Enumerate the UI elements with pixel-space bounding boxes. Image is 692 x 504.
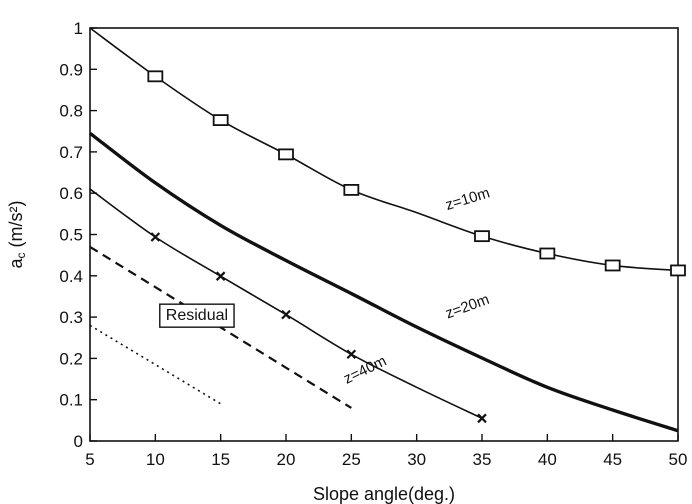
x-tick-label: 15 bbox=[211, 450, 230, 469]
axes-layer: 5 10 15 20 25 30 35 40 45 50 0 0.1 0.2 0.3 0.4 0.5 0.6 0.… bbox=[6, 19, 687, 504]
square-marker bbox=[539, 247, 556, 260]
y-tick-label: 0.3 bbox=[59, 308, 83, 327]
x-tick-label: 40 bbox=[538, 450, 557, 469]
series-line-1 bbox=[88, 131, 679, 433]
x-marker-stroke bbox=[215, 271, 226, 281]
square-marker bbox=[147, 70, 164, 83]
residual-label: Residual bbox=[166, 307, 228, 324]
square-marker bbox=[212, 114, 229, 126]
y-tick-label: 0 bbox=[74, 432, 83, 451]
y-tick-label: 0.7 bbox=[59, 143, 83, 162]
square-marker bbox=[474, 230, 490, 243]
x-marker bbox=[346, 349, 357, 360]
x-tick-label: 50 bbox=[669, 450, 688, 469]
square-marker bbox=[343, 183, 360, 196]
x-tick-label: 25 bbox=[342, 450, 361, 469]
x-axis-label: Slope angle(deg.) bbox=[313, 484, 455, 504]
y-tick-label: 0.9 bbox=[59, 60, 83, 79]
x-tick-label: 5 bbox=[85, 450, 94, 469]
x-marker bbox=[477, 413, 487, 424]
series-line-0 bbox=[89, 27, 679, 272]
curve-label: z=20m bbox=[443, 291, 492, 323]
square-marker bbox=[604, 259, 621, 272]
y-tick-label: 0.5 bbox=[59, 226, 83, 245]
x-tick-label: 30 bbox=[407, 450, 426, 469]
y-tick-label: 0.8 bbox=[59, 102, 83, 121]
x-marker-stroke bbox=[281, 309, 291, 320]
y-tick-label: 0.2 bbox=[59, 349, 83, 368]
x-marker bbox=[215, 271, 226, 281]
x-marker bbox=[281, 309, 291, 320]
series-line-4 bbox=[89, 324, 222, 405]
x-marker-stroke bbox=[477, 413, 487, 424]
residual-box bbox=[159, 303, 235, 328]
y-tick-label: 0.4 bbox=[59, 267, 83, 286]
y-axis-label: ac (m/s²) bbox=[6, 201, 28, 269]
curve-label: z=10m bbox=[443, 184, 491, 214]
x-marker bbox=[150, 232, 161, 242]
y-tick-label: 1 bbox=[74, 19, 83, 38]
x-tick-label: 10 bbox=[146, 450, 165, 469]
marker-layer bbox=[147, 70, 686, 424]
x-marker-stroke bbox=[346, 349, 357, 360]
square-marker bbox=[278, 148, 294, 161]
residual-label-box: Residual bbox=[159, 303, 235, 328]
y-tick-label: 0.1 bbox=[59, 391, 83, 410]
x-marker-stroke bbox=[150, 232, 161, 242]
square-marker bbox=[670, 264, 686, 277]
x-tick-label: 45 bbox=[603, 450, 622, 469]
x-tick-label: 35 bbox=[473, 450, 492, 469]
x-tick-label: 20 bbox=[277, 450, 296, 469]
series-layer bbox=[88, 27, 679, 433]
y-tick-label: 0.6 bbox=[59, 184, 83, 203]
series-line-2 bbox=[89, 188, 483, 420]
